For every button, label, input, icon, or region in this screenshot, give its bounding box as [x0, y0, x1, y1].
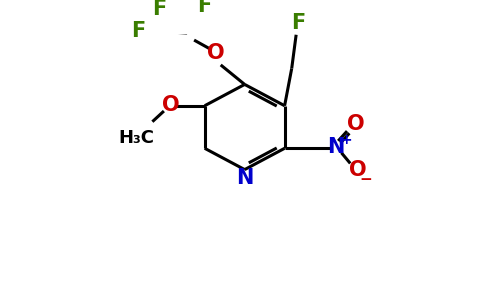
- Text: O: O: [162, 95, 180, 115]
- Text: F: F: [291, 13, 305, 33]
- Text: H₃C: H₃C: [119, 129, 154, 147]
- Text: O: O: [347, 114, 364, 134]
- Text: N: N: [236, 169, 253, 188]
- Text: N: N: [327, 136, 345, 157]
- Text: F: F: [131, 21, 145, 41]
- Text: +: +: [340, 133, 352, 147]
- Text: O: O: [208, 44, 225, 63]
- Text: F: F: [197, 0, 212, 16]
- Text: −: −: [360, 172, 373, 187]
- Text: O: O: [348, 160, 366, 181]
- Text: F: F: [152, 0, 166, 19]
